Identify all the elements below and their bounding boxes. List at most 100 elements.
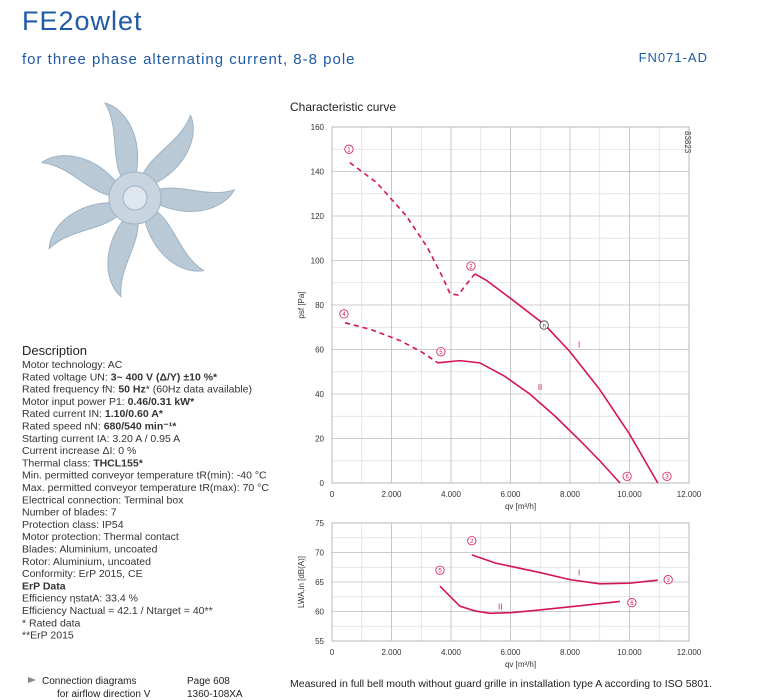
description-line: Current increase ΔI: 0 % (22, 445, 136, 457)
point-label: 6 (625, 475, 629, 481)
y-tick-label: 60 (315, 608, 324, 617)
line-rest: * (60Hz data available) (146, 384, 252, 396)
y-tick-label: 100 (311, 257, 325, 266)
chart-code: 83823 (683, 131, 692, 154)
line-value: 680/540 min⁻¹* (104, 421, 178, 433)
curve (439, 585, 621, 615)
product-code: FN071-AD (639, 50, 708, 65)
x-tick-label: 6.000 (500, 490, 521, 499)
airflow-direction: for airflow direction V (57, 689, 151, 700)
description-line: Motor protection: Thermal contact (22, 531, 179, 543)
description-line: **ErP 2015 (22, 630, 74, 642)
x-tick-label: 12.000 (677, 490, 702, 499)
y-tick-label: 20 (315, 435, 324, 444)
operating-point (436, 347, 446, 357)
y-tick-label: 140 (311, 168, 325, 177)
line-label: Protection class: IP54 (22, 519, 124, 531)
measurement-note: Measured in full bell mouth without guar… (290, 678, 712, 690)
line-label: Thermal class: (22, 457, 93, 469)
page-ref: Page 608 (187, 676, 230, 687)
line-label: Electrical connection: Terminal box (22, 494, 184, 506)
curve (437, 359, 621, 484)
curve (474, 273, 659, 484)
operating-point (663, 575, 673, 585)
y-tick-label: 55 (315, 637, 324, 646)
description-line: Number of blades: 7 (22, 507, 117, 519)
curve-label: I (578, 569, 580, 578)
description-line: Max. permitted conveyor temperature tR(m… (22, 482, 269, 494)
drawing-number: 1360-108XA (187, 689, 243, 700)
description-line: Efficiency Nactual = 42.1 / Ntarget = 40… (22, 605, 213, 617)
point-label: 2 (470, 539, 474, 545)
line-label: Min. permitted conveyor temperature tR(m… (22, 470, 267, 482)
x-tick-label: 4.000 (441, 490, 462, 499)
line-label: Motor technology: AC (22, 359, 123, 371)
curve (344, 322, 439, 364)
x-tick-label: 4.000 (441, 648, 462, 657)
chart-title: Characteristic curve (290, 100, 396, 114)
line-label: Number of blades: 7 (22, 507, 117, 519)
point-label: 4 (342, 312, 346, 318)
x-tick-label: 12.000 (677, 648, 702, 657)
line-label: Rated voltage UN: (22, 371, 111, 383)
operating-point (622, 471, 632, 481)
description-line: ErP Data (22, 580, 66, 592)
x-tick-label: 2.000 (381, 648, 402, 657)
point-label: n (542, 323, 545, 329)
operating-point (627, 598, 637, 608)
line-label: Rated speed nN: (22, 421, 104, 433)
description-line: Rated speed nN: 680/540 min⁻¹* (22, 421, 177, 433)
line-label: Motor protection: Thermal contact (22, 531, 179, 543)
line-label: Rotor: Aluminium, uncoated (22, 556, 151, 568)
curve-label: I (578, 341, 580, 350)
y-tick-label: 80 (315, 301, 324, 310)
x-tick-label: 10.000 (617, 648, 642, 657)
line-label: Motor input power P1: (22, 396, 128, 408)
line-label: Conformity: ErP 2015, CE (22, 568, 143, 580)
y-axis-label: LWA,in [dB(A)] (297, 556, 306, 608)
curve (349, 161, 476, 296)
description-line: Rated frequency fN: 50 Hz* (60Hz data av… (22, 384, 252, 396)
point-label: 5 (439, 350, 443, 356)
point-label: 2 (469, 264, 473, 270)
line-label: **ErP 2015 (22, 630, 74, 642)
description-line: Protection class: IP54 (22, 519, 124, 531)
y-tick-label: 160 (311, 123, 325, 132)
operating-point (467, 536, 477, 546)
line-label: Max. permitted conveyor temperature tR(m… (22, 482, 269, 494)
description-line: Efficiency ηstatA: 33.4 % (22, 593, 138, 605)
y-tick-label: 70 (315, 549, 324, 558)
line-value: 50 Hz (118, 384, 145, 396)
line-label: Efficiency Nactual = 42.1 / Ntarget = 40… (22, 605, 213, 617)
point-label: 3 (665, 475, 669, 481)
point-label: 6 (630, 601, 634, 607)
operating-point (662, 471, 672, 481)
operating-point (435, 565, 445, 575)
description-line: Motor technology: AC (22, 359, 123, 371)
line-value: THCL155* (93, 457, 144, 469)
line-label: Rated current IN: (22, 408, 105, 420)
operating-point (539, 320, 549, 330)
point-label: 5 (438, 569, 442, 575)
line-label: * Rated data (22, 617, 81, 629)
line-label: Current increase ΔI: 0 % (22, 445, 136, 457)
line-value: 3~ 400 V (Δ/Y) ±10 %* (111, 371, 218, 383)
link-icon (28, 677, 36, 683)
description-line: Blades: Aluminium, uncoated (22, 544, 158, 556)
line-value: 1.10/0.60 A* (105, 408, 164, 420)
description-line: Motor input power P1: 0.46/0.31 kW* (22, 396, 195, 408)
operating-point (339, 309, 349, 319)
description-line: Rated voltage UN: 3~ 400 V (Δ/Y) ±10 %* (22, 371, 218, 383)
subtitle: for three phase alternating current, 8-8… (22, 51, 356, 68)
x-tick-label: 8.000 (560, 490, 581, 499)
connection-link[interactable]: Connection diagrams (42, 676, 137, 687)
curve-label: II (538, 383, 542, 392)
point-label: 1 (347, 148, 351, 154)
line-label: Rated frequency fN: (22, 384, 118, 396)
x-tick-label: 0 (330, 490, 335, 499)
line-label: Starting current IA: 3.20 A / 0.95 A (22, 433, 180, 445)
line-value: ErP Data (22, 580, 66, 592)
description-line: Thermal class: THCL155* (22, 457, 144, 469)
